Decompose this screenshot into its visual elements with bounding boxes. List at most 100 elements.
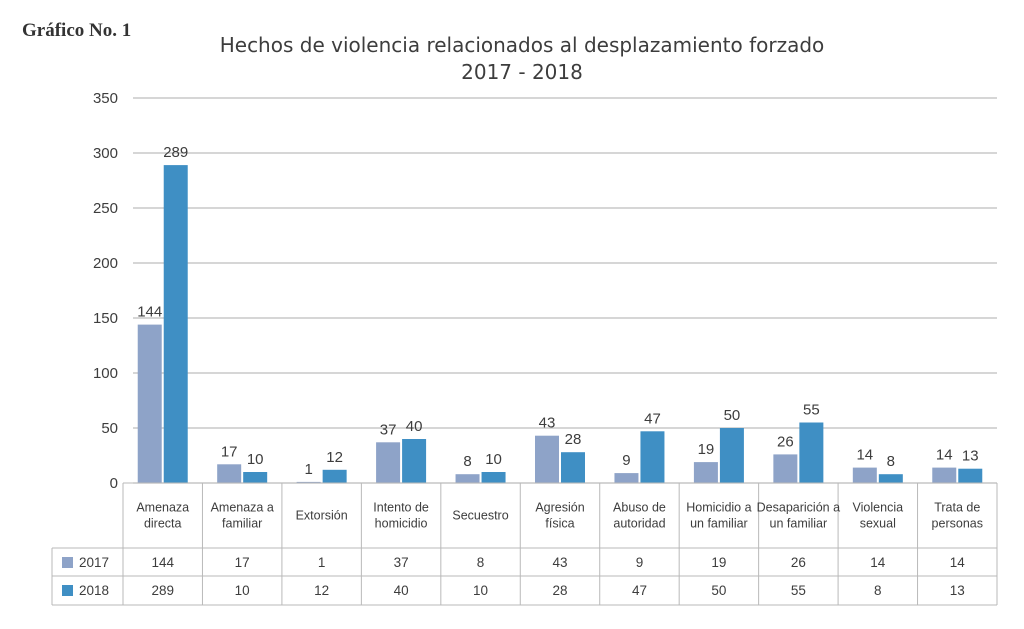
y-tick-label: 250: [93, 200, 118, 217]
bar-2018: [640, 431, 665, 483]
table-value-2017: 14: [950, 555, 966, 570]
bar-2018: [243, 472, 268, 483]
bar-2017: [693, 462, 718, 483]
data-label-2018: 28: [565, 431, 582, 448]
data-label-2017: 17: [221, 443, 238, 460]
category-label: Intento de: [373, 501, 429, 515]
category-label: un familiar: [770, 517, 828, 531]
y-tick-label: 0: [110, 475, 118, 492]
data-label-2018: 8: [887, 453, 895, 470]
bar-2017: [614, 473, 639, 483]
bar-2018: [322, 469, 347, 483]
bar-2018: [958, 468, 983, 483]
category-label: Amenaza: [136, 501, 189, 515]
table-value-2017: 1: [318, 555, 326, 570]
category-label: directa: [144, 517, 182, 531]
table-value-2017: 8: [477, 555, 485, 570]
category-label: Violencia: [853, 501, 904, 515]
figure-label: Gráfico No. 1: [22, 20, 132, 41]
category-label: Abuso de: [613, 501, 666, 515]
category-label: sexual: [860, 517, 896, 531]
bar-2017: [455, 474, 480, 483]
table-value-2018: 28: [552, 583, 567, 598]
data-label-2018: 10: [485, 451, 502, 468]
data-label-2018: 55: [803, 402, 820, 419]
category-label: Secuestro: [452, 509, 508, 523]
table-value-2018: 12: [314, 583, 329, 598]
data-label-2018: 40: [406, 418, 423, 435]
table-value-2017: 144: [151, 555, 174, 570]
y-tick-label: 150: [93, 310, 118, 327]
bar-2018: [163, 165, 188, 483]
table-value-2017: 43: [552, 555, 567, 570]
category-label: Amenaza a: [211, 501, 274, 515]
data-label-2018: 12: [326, 449, 343, 466]
legend-label-2018: 2018: [79, 583, 109, 598]
data-label-2017: 1: [304, 461, 312, 478]
table-value-2018: 40: [394, 583, 409, 598]
y-tick-label: 300: [93, 145, 118, 162]
table-value-2018: 8: [874, 583, 882, 598]
data-label-2018: 47: [644, 410, 661, 427]
bar-2018: [878, 474, 903, 483]
data-label-2018: 13: [962, 448, 979, 465]
bar-2017: [932, 467, 957, 483]
bar-2018: [719, 428, 744, 483]
bar-2018: [402, 439, 427, 483]
category-label: Trata de: [934, 501, 980, 515]
bar-2017: [137, 324, 162, 483]
category-label: familiar: [222, 517, 262, 531]
table-value-2017: 14: [870, 555, 886, 570]
category-label: Extorsión: [296, 509, 348, 523]
bar-2017: [535, 435, 559, 483]
chart-subtitle: 2017 - 2018: [461, 60, 583, 84]
y-tick-label: 350: [93, 90, 118, 107]
bar-2017: [376, 442, 401, 483]
bar-2018: [799, 422, 824, 483]
category-label: Desaparición a: [757, 501, 840, 515]
data-label-2017: 144: [137, 304, 162, 321]
category-label: homicidio: [375, 517, 428, 531]
table-value-2017: 9: [636, 555, 644, 570]
legend-swatch-2018: [62, 585, 73, 596]
y-tick-label: 100: [93, 365, 118, 382]
table-value-2018: 10: [235, 583, 250, 598]
table-value-2017: 37: [394, 555, 409, 570]
y-tick-label: 50: [101, 420, 118, 437]
data-label-2017: 26: [777, 433, 794, 450]
category-label: física: [545, 517, 574, 531]
table-value-2018: 13: [950, 583, 965, 598]
data-label-2017: 37: [380, 421, 397, 438]
y-tick-label: 200: [93, 255, 118, 272]
bar-2018: [561, 452, 585, 483]
data-label-2017: 43: [539, 415, 556, 432]
category-label: un familiar: [690, 517, 748, 531]
data-label-2017: 14: [856, 447, 873, 464]
data-label-2017: 8: [463, 453, 471, 470]
table-value-2017: 17: [235, 555, 250, 570]
table-value-2018: 47: [632, 583, 647, 598]
table-value-2018: 55: [791, 583, 806, 598]
legend-swatch-2017: [62, 557, 73, 568]
category-label: Agresión: [535, 501, 584, 515]
bar-2017: [852, 467, 877, 483]
data-label-2017: 9: [622, 452, 630, 469]
data-label-2017: 19: [698, 441, 715, 458]
bar-2018: [481, 472, 506, 483]
data-label-2018: 289: [163, 144, 188, 161]
bar-2017: [296, 481, 321, 483]
chart-title: Hechos de violencia relacionados al desp…: [220, 33, 825, 57]
table-value-2018: 50: [711, 583, 726, 598]
data-label-2018: 10: [247, 451, 264, 468]
data-label-2018: 50: [724, 407, 741, 424]
table-value-2018: 10: [473, 583, 488, 598]
table-value-2018: 289: [151, 583, 174, 598]
bar-2017: [773, 454, 798, 483]
category-label: Homicidio a: [686, 501, 751, 515]
bar-2017: [217, 464, 242, 483]
table-value-2017: 26: [791, 555, 806, 570]
category-label: autoridad: [613, 517, 665, 531]
legend-label-2017: 2017: [79, 555, 109, 570]
table-value-2017: 19: [711, 555, 726, 570]
